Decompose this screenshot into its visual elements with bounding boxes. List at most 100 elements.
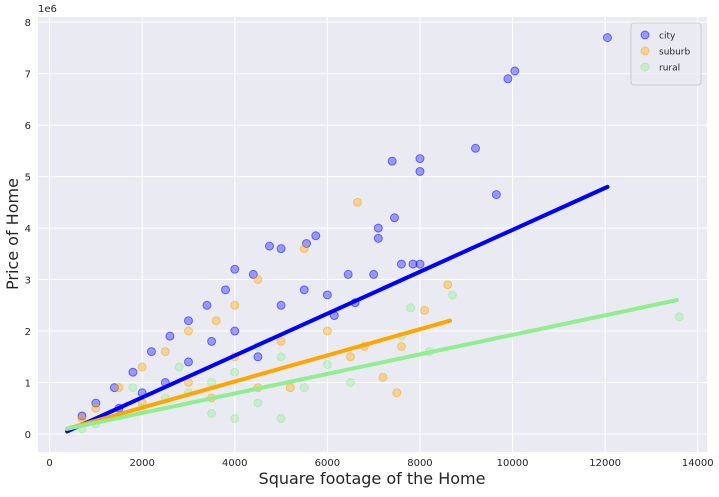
point <box>183 316 193 326</box>
x-axis-label: Square footage of the Home <box>259 469 486 488</box>
x-tick-label: 8000 <box>407 458 432 469</box>
y-tick-label: 1 <box>25 379 31 390</box>
point <box>408 259 418 269</box>
x-tick-label: 10000 <box>497 458 529 469</box>
legend-marker <box>640 30 650 40</box>
point <box>264 241 274 251</box>
point <box>396 341 406 351</box>
point <box>183 326 193 336</box>
y-tick-label: 4 <box>25 224 31 235</box>
point <box>230 264 240 274</box>
y-offset-label: 1e6 <box>38 4 57 15</box>
point <box>378 372 388 382</box>
point <box>230 414 240 424</box>
point <box>174 362 184 372</box>
point <box>276 336 286 346</box>
point <box>109 383 119 393</box>
point <box>471 143 481 153</box>
legend-marker <box>640 46 650 56</box>
point <box>389 213 399 223</box>
point <box>299 383 309 393</box>
legend-label: city <box>659 32 676 42</box>
point <box>230 367 240 377</box>
point <box>322 326 332 336</box>
point <box>602 33 612 43</box>
point <box>211 316 221 326</box>
point <box>165 331 175 341</box>
point <box>253 352 263 362</box>
point <box>207 336 217 346</box>
point <box>674 312 684 322</box>
point <box>253 398 263 408</box>
point <box>128 383 138 393</box>
point <box>302 239 312 249</box>
point <box>183 357 193 367</box>
point <box>322 359 332 369</box>
point <box>137 362 147 372</box>
y-tick-label: 6 <box>25 121 31 132</box>
legend-label: rural <box>659 64 680 74</box>
point <box>491 190 501 200</box>
x-tick-label: 4000 <box>222 458 247 469</box>
point <box>346 352 356 362</box>
point <box>230 300 240 310</box>
fit-line <box>65 298 679 431</box>
point <box>276 244 286 254</box>
x-tick-label: 14000 <box>682 458 714 469</box>
point <box>420 305 430 315</box>
y-axis-label: Price of Home <box>3 178 22 290</box>
point <box>396 259 406 269</box>
point <box>387 156 397 166</box>
point <box>114 383 124 393</box>
point <box>503 74 513 84</box>
point <box>276 300 286 310</box>
point <box>322 290 332 300</box>
y-tick-label: 5 <box>25 173 31 184</box>
point <box>343 269 353 279</box>
plot-area <box>38 17 707 452</box>
point <box>369 269 379 279</box>
y-tick-label: 2 <box>25 327 31 338</box>
y-tick-label: 0 <box>25 430 31 441</box>
point <box>373 233 383 243</box>
legend-marker <box>640 62 650 72</box>
point <box>253 275 263 285</box>
point <box>230 326 240 336</box>
point <box>299 285 309 295</box>
point <box>311 231 321 241</box>
point <box>443 280 453 290</box>
y-tick-label: 7 <box>25 70 31 81</box>
point <box>276 414 286 424</box>
point <box>77 411 87 421</box>
point <box>276 352 286 362</box>
x-tick-label: 2000 <box>129 458 154 469</box>
point <box>128 367 138 377</box>
point <box>415 259 425 269</box>
point <box>415 166 425 176</box>
point <box>447 290 457 300</box>
point <box>406 303 416 313</box>
point <box>392 388 402 398</box>
y-tick-label: 8 <box>25 18 31 29</box>
point <box>160 347 170 357</box>
point <box>207 408 217 418</box>
point <box>146 347 156 357</box>
point <box>202 300 212 310</box>
point <box>373 223 383 233</box>
point <box>415 154 425 164</box>
point <box>346 378 356 388</box>
point <box>91 403 101 413</box>
y-tick-label: 3 <box>25 276 31 287</box>
x-tick-label: 0 <box>46 458 52 469</box>
point <box>285 383 295 393</box>
fit-line <box>65 184 610 434</box>
point <box>352 197 362 207</box>
fit-line <box>65 318 453 431</box>
legend-label: suburb <box>659 48 691 58</box>
point <box>510 66 520 76</box>
point <box>299 244 309 254</box>
x-tick-label: 12000 <box>589 458 621 469</box>
point <box>221 285 231 295</box>
x-tick-label: 6000 <box>315 458 340 469</box>
